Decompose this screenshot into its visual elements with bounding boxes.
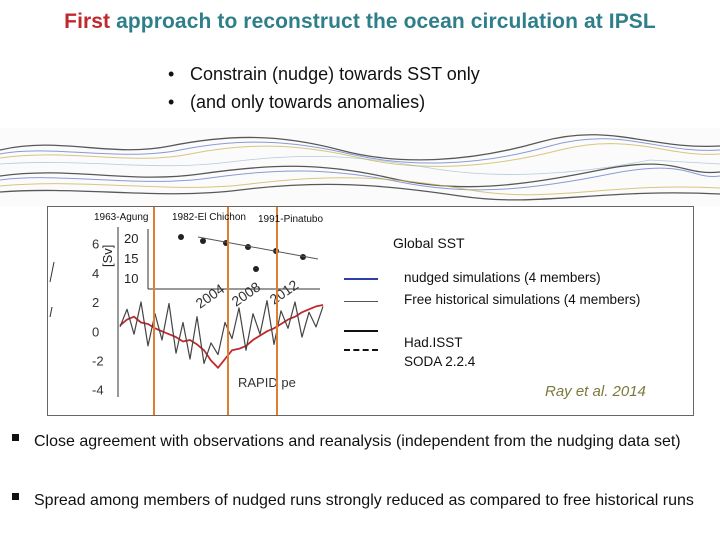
inset-ytick: 20 (124, 231, 138, 246)
legend-label-hadisst: Had.ISST (404, 335, 463, 350)
figure-panel: 6 4 2 0 -2 -4 [Sv] 20 15 10 2004 2008 2012 RA… (47, 206, 694, 416)
strip-line (0, 167, 720, 191)
inset-xtick: 2008 (229, 278, 264, 309)
y-tick-label: -2 (92, 353, 104, 368)
observation-marker (12, 493, 19, 500)
inset-point (253, 266, 259, 272)
axis-fragment (49, 261, 55, 283)
y-tick-group: 6 4 2 0 -2 -4 (92, 237, 104, 398)
inset-caption: RAPID pe (238, 375, 296, 390)
inset-xtick: 2012 (267, 276, 302, 307)
inset-ytick: 10 (124, 271, 138, 286)
legend-swatch-soda (344, 349, 378, 351)
strip-line (0, 143, 720, 167)
axis-fragment (49, 306, 53, 318)
bullet-item: • (and only towards anomalies) (168, 88, 480, 116)
inset-trend-line (197, 236, 319, 260)
y-tick-label: -4 (92, 383, 104, 398)
legend-label-soda: SODA 2.2.4 (404, 354, 476, 369)
background-figure-strip (0, 128, 720, 206)
strip-line (0, 138, 720, 164)
legend-swatch-hadisst (344, 330, 378, 332)
citation: Ray et al. 2014 (545, 383, 646, 400)
strip-line (0, 163, 720, 188)
legend-label-nudged: nudged simulations (4 members) (404, 270, 601, 285)
bullet-text: (and only towards anomalies) (190, 92, 426, 112)
legend-title: Global SST (393, 235, 465, 251)
y-tick-label: 2 (92, 295, 99, 310)
bullet-marker: • (168, 92, 175, 112)
observation-text: Spread among members of nudged runs stro… (34, 492, 694, 509)
bullet-text: Constrain (nudge) towards SST only (190, 64, 480, 84)
strip-line (0, 183, 720, 201)
inset-xtick: 2004 (193, 280, 228, 311)
slide-title: First approach to reconstruct the ocean … (0, 10, 720, 34)
observation-marker (12, 434, 19, 441)
observation-text: Close agreement with observations and re… (34, 433, 681, 450)
legend-label-free: Free historical simulations (4 members) (404, 292, 641, 307)
inset-ylabel: [Sv] (100, 245, 115, 267)
bullet-list: • Constrain (nudge) towards SST only • (an… (168, 60, 480, 116)
y-tick-label: 4 (92, 266, 99, 281)
strip-line (0, 155, 720, 175)
title-highlight: First (64, 10, 111, 33)
inset-point (200, 238, 206, 244)
y-tick-label: 0 (92, 324, 99, 339)
series-line-free (119, 299, 324, 364)
bullet-item: • Constrain (nudge) towards SST only (168, 60, 480, 88)
bullet-marker: • (168, 64, 175, 84)
legend-swatch-nudged (344, 278, 378, 280)
eruption-label-agung: 1963-Agung (94, 212, 149, 223)
strip-line (0, 134, 720, 161)
inset-point (178, 234, 184, 240)
series-layer (119, 299, 324, 369)
eruption-label-pinatubo: 1991-Pinatubo (258, 214, 323, 225)
inset-ytick: 15 (124, 251, 138, 266)
y-tick-label: 6 (92, 237, 99, 252)
legend-swatch-free (344, 301, 378, 302)
eruption-label-el-chichon: 1982-El Chichon (172, 212, 246, 223)
strip-line (0, 177, 720, 196)
title-rest: approach to reconstruct the ocean circul… (116, 10, 656, 33)
inset-chart: [Sv] 20 15 10 2004 2008 2012 RAPID pe (100, 229, 320, 390)
